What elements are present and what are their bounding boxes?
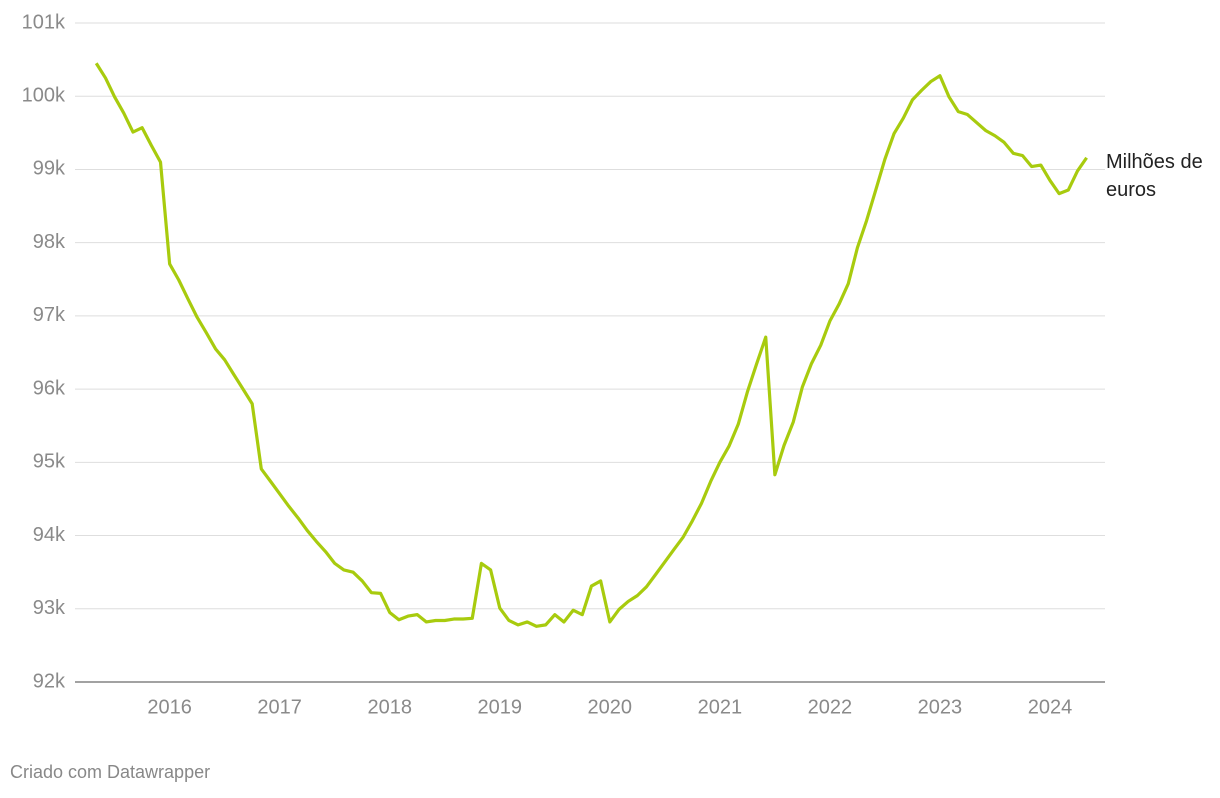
data-line <box>94 62 1088 628</box>
x-tick-label: 2016 <box>147 696 192 718</box>
y-tick-label: 92k <box>33 670 66 692</box>
x-tick-label: 2022 <box>808 696 853 718</box>
x-tick-label: 2017 <box>257 696 302 718</box>
x-tick-label: 2023 <box>918 696 963 718</box>
y-tick-label: 93k <box>33 597 66 619</box>
y-tick-label: 100k <box>22 85 66 107</box>
y-tick-label: 95k <box>33 451 66 473</box>
y-tick-label: 98k <box>33 231 66 253</box>
x-tick-label: 2020 <box>588 696 633 718</box>
y-tick-label: 99k <box>33 158 66 180</box>
credit: Criado com Datawrapper <box>10 762 211 782</box>
x-tick-label: 2021 <box>698 696 743 718</box>
x-tick-label: 2018 <box>367 696 412 718</box>
y-tick-label: 94k <box>33 524 66 546</box>
y-tick-label: 101k <box>22 11 66 33</box>
series-label: Milhões de euros <box>1106 151 1203 201</box>
y-tick-label: 96k <box>33 377 66 399</box>
y-tick-label: 97k <box>33 304 66 326</box>
x-tick-label: 2024 <box>1028 696 1073 718</box>
x-tick-label: 2019 <box>478 696 523 718</box>
